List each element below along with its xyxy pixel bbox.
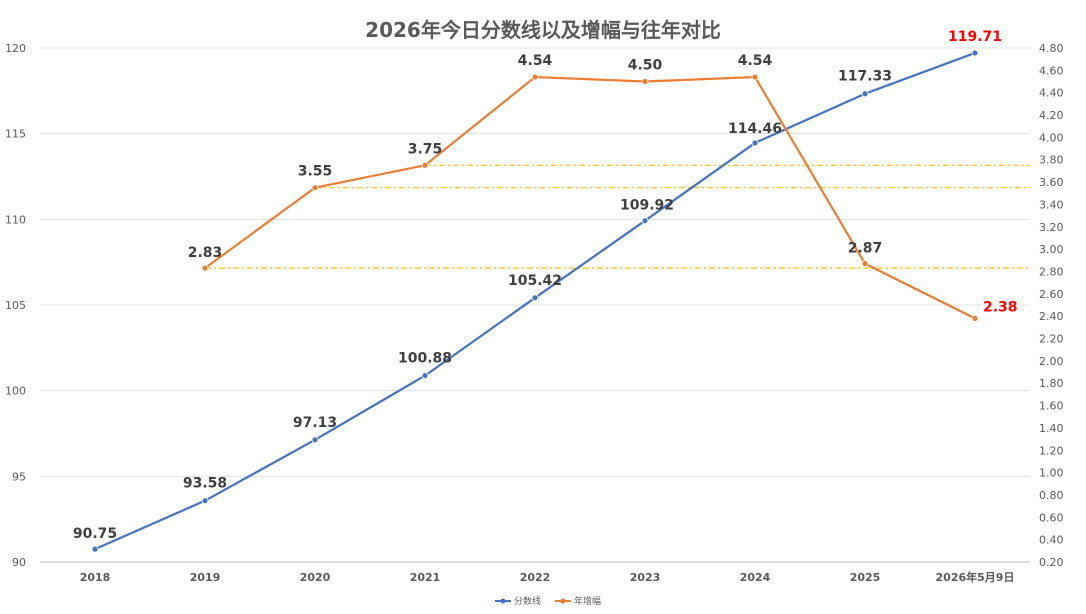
data-label-increase: 3.75 — [408, 141, 443, 157]
y-right-tick-label: 0.20 — [1039, 556, 1064, 569]
y-left-tick-label: 115 — [5, 128, 26, 141]
y-left-tick-label: 100 — [5, 385, 26, 398]
data-label-score: 100.88 — [398, 351, 452, 367]
y-right-tick-label: 3.00 — [1039, 243, 1064, 256]
data-point — [531, 294, 539, 302]
chart-title: 2026年今日分数线以及增幅与往年对比 — [365, 18, 721, 42]
y-right-tick-label: 3.60 — [1039, 176, 1064, 189]
y-right-tick-label: 4.00 — [1039, 131, 1064, 144]
data-point — [971, 315, 979, 322]
y-right-tick-label: 1.60 — [1039, 400, 1064, 413]
x-tick-label: 2022 — [520, 571, 551, 584]
series-layer — [91, 49, 979, 553]
y-right-tick-label: 2.20 — [1039, 333, 1064, 346]
legend-label-1: 分数线 — [514, 595, 541, 607]
data-point — [861, 90, 869, 98]
y-left-tick-label: 120 — [5, 42, 26, 55]
data-point — [971, 49, 979, 57]
y-left-tick-label: 95 — [12, 470, 26, 483]
y-right-tick-label: 4.80 — [1039, 42, 1064, 55]
y-right-tick-label: 4.60 — [1039, 64, 1064, 77]
y-right-tick-label: 3.80 — [1039, 154, 1064, 167]
legend: 分数线 年增幅 — [495, 595, 601, 607]
y-right-tick-label: 1.00 — [1039, 467, 1064, 480]
x-tick-label: 2023 — [630, 571, 661, 584]
y-left-tick-label: 110 — [5, 213, 26, 226]
y-right-tick-label: 4.20 — [1039, 109, 1064, 122]
x-tick-label: 2018 — [80, 571, 111, 584]
y-right-tick-label: 2.00 — [1039, 355, 1064, 368]
data-label-score: 117.33 — [838, 69, 892, 85]
data-point — [641, 217, 649, 225]
data-labels: 90.75 93.58 97.13 100.88 105.42 109.92 114.46 1… — [73, 29, 1018, 542]
x-tick-label: 2024 — [740, 571, 771, 584]
series-line-2 — [204, 75, 976, 320]
y-left-tick-label: 90 — [12, 556, 26, 569]
y-right-tick-label: 2.40 — [1039, 310, 1064, 323]
y-right-tick-label: 4.40 — [1039, 87, 1064, 100]
data-label-score: 109.92 — [620, 198, 674, 214]
y-right-tick-label: 2.60 — [1039, 288, 1064, 301]
x-tick-label: 2021 — [410, 571, 441, 584]
data-point — [201, 497, 209, 505]
y-left-tick-label: 105 — [5, 299, 26, 312]
data-label-increase: 4.54 — [518, 53, 553, 69]
y-right-tick-label: 3.20 — [1039, 221, 1064, 234]
y-right-tick-label: 0.60 — [1039, 511, 1064, 524]
data-point — [91, 545, 99, 553]
data-point — [421, 161, 429, 169]
legend-marker-2 — [560, 598, 566, 604]
data-point — [531, 73, 539, 81]
data-label-score: 105.42 — [508, 273, 562, 289]
y-right-tick-label: 2.80 — [1039, 265, 1064, 278]
reference-lines — [205, 164, 1030, 269]
data-label-increase: 4.50 — [628, 58, 663, 74]
data-point — [861, 260, 869, 268]
x-tick-label: 2025 — [850, 571, 881, 584]
data-point — [751, 73, 759, 81]
x-tick-label: 2020 — [300, 571, 331, 584]
y-right-tick-label: 0.80 — [1039, 489, 1064, 502]
data-label-increase: 2.87 — [848, 241, 883, 257]
y-right-tick-label: 1.80 — [1039, 377, 1064, 390]
y-right-tick-label: 1.40 — [1039, 422, 1064, 435]
data-label-score: 97.13 — [293, 415, 337, 431]
data-label-score: 114.46 — [728, 121, 782, 137]
y-right-tick-label: 0.40 — [1039, 534, 1064, 547]
data-label-score: 90.75 — [73, 526, 117, 542]
data-point — [311, 436, 319, 444]
x-tick-label: 2026年5月9日 — [936, 570, 1015, 584]
data-point — [201, 264, 209, 272]
data-point — [421, 372, 429, 379]
data-label-increase: 4.54 — [738, 53, 773, 69]
data-point — [311, 184, 319, 192]
data-label-increase: 3.55 — [298, 164, 333, 180]
data-label-score: 119.71 — [948, 29, 1002, 45]
data-point — [751, 139, 759, 147]
y-right-tick-label: 1.20 — [1039, 444, 1064, 457]
y-right-tick-label: 3.40 — [1039, 198, 1064, 211]
axis-layer: 90 95 100 105 110 115 120 0.20 0.40 0.60 0.80 1.00 1… — [5, 42, 1064, 584]
x-tick-label: 2019 — [190, 571, 221, 584]
data-point — [641, 78, 649, 85]
legend-label-2: 年增幅 — [574, 595, 601, 607]
data-label-increase: 2.83 — [188, 245, 223, 261]
legend-marker-1 — [500, 598, 506, 604]
data-label-increase: 2.38 — [983, 299, 1018, 315]
data-label-score: 93.58 — [183, 476, 227, 492]
